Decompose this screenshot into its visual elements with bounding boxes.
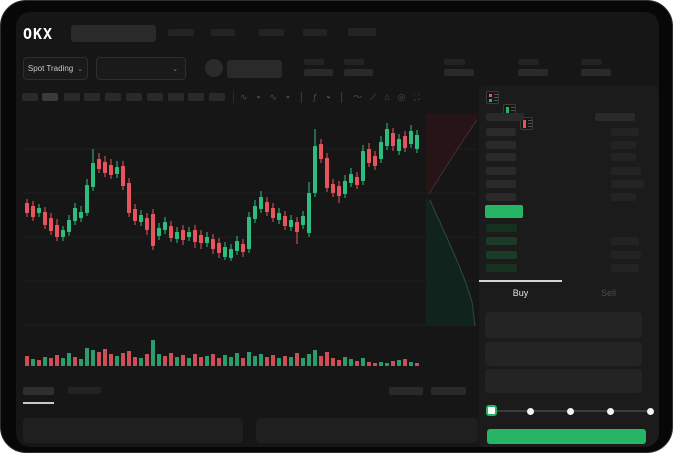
slider-handle[interactable] [486, 405, 497, 416]
timeframe-button[interactable] [147, 93, 163, 101]
orderbook-mode-both-icon[interactable] [486, 91, 499, 104]
ask-amount-skeleton [611, 167, 641, 175]
chevron-down-icon[interactable]: ⌄ [255, 93, 262, 100]
nav-item-skeleton[interactable] [259, 29, 284, 36]
stat-label-skeleton [304, 59, 324, 65]
price-chart-svg[interactable] [21, 112, 479, 374]
ask-price-skeleton[interactable] [486, 167, 516, 175]
candle-type-icon[interactable]: ∿ [240, 92, 248, 102]
coin-avatar [205, 59, 223, 77]
chevron-down-icon: ⌄ [172, 65, 178, 73]
market-type-selector[interactable]: Spot Trading ⌄ [23, 57, 88, 80]
price-input[interactable] [485, 312, 642, 338]
ask-price-skeleton[interactable] [486, 180, 516, 188]
timeframe-button[interactable] [209, 93, 225, 101]
search-input[interactable] [71, 25, 156, 42]
overlay-icon[interactable]: 〜 [352, 92, 362, 102]
timeframe-button[interactable] [22, 93, 38, 101]
stat-value-skeleton [518, 69, 548, 76]
slider-step-dot[interactable] [647, 408, 654, 415]
slider-step-dot[interactable] [527, 408, 534, 415]
bid-price-skeleton[interactable] [486, 251, 517, 259]
ask-amount-skeleton [611, 153, 636, 161]
stat-value-skeleton [344, 69, 373, 76]
stat-label-skeleton [344, 59, 364, 65]
buy-submit-button[interactable] [487, 429, 646, 444]
nav-item-skeleton[interactable] [348, 28, 376, 36]
ask-amount-skeleton [611, 193, 636, 201]
ask-amount-skeleton [611, 180, 644, 188]
timeframe-button[interactable] [105, 93, 121, 101]
orderbook-header-price [486, 113, 524, 121]
bottom-tab[interactable] [68, 387, 101, 394]
chevron-down-icon[interactable]: ⌄ [325, 93, 332, 100]
bid-amount-skeleton [611, 237, 639, 245]
bottom-tab-underline [23, 402, 54, 404]
app-screen: OKX Spot Trading ⌄ ⌄ [16, 12, 659, 447]
stat-label-skeleton [444, 59, 465, 65]
bottom-action-skeleton[interactable] [389, 387, 423, 395]
tab-sell[interactable]: Sell [600, 288, 616, 298]
bottom-action-skeleton[interactable] [431, 387, 466, 395]
bid-price-skeleton[interactable] [486, 224, 517, 232]
toolbar-divider: │ [339, 92, 345, 102]
toolbar-divider: │ [298, 92, 305, 102]
stat-value-skeleton [581, 69, 611, 76]
stat-value-skeleton [444, 69, 474, 76]
pair-selector[interactable]: ⌄ [96, 57, 186, 80]
snapshot-icon[interactable]: ⌂ [384, 92, 390, 102]
bottom-tab-active[interactable] [23, 387, 54, 395]
timeframe-button[interactable] [84, 93, 100, 101]
last-price-badge [485, 205, 523, 218]
price-skeleton [227, 60, 282, 78]
stat-value-skeleton [304, 69, 333, 76]
orderbook-header-amount [595, 113, 635, 121]
nav-item-skeleton[interactable] [303, 29, 327, 36]
timeframe-button[interactable] [168, 93, 184, 101]
timeframe-button[interactable] [126, 93, 142, 101]
stat-label-skeleton [581, 59, 602, 65]
ask-price-skeleton[interactable] [486, 141, 516, 149]
chevron-down-icon: ⌄ [77, 65, 84, 73]
line-type-icon[interactable]: ∿ [269, 92, 277, 102]
tab-buy[interactable]: Buy [512, 288, 529, 298]
slider-step-dot[interactable] [567, 408, 574, 415]
fullscreen-icon[interactable]: ⛶ [413, 92, 420, 102]
chevron-down-icon[interactable]: ⌄ [284, 93, 291, 100]
indicators-icon[interactable]: ƒ [312, 92, 318, 102]
okx-logo: OKX [23, 25, 54, 43]
ask-price-skeleton[interactable] [486, 193, 516, 201]
draw-tool-icon[interactable]: ⟋ [370, 92, 377, 102]
ask-price-skeleton[interactable] [486, 128, 516, 136]
bid-price-skeleton[interactable] [486, 237, 517, 245]
nav-item-skeleton[interactable] [211, 29, 235, 36]
toolbar-divider [233, 91, 234, 103]
nav-item-skeleton[interactable] [168, 29, 194, 36]
timeframe-button[interactable] [64, 93, 80, 101]
bid-price-skeleton[interactable] [486, 264, 517, 272]
chart-toolbar-icons: ∿ ⌄ ∿ ⌄ │ ƒ ⌄ │ 〜 ⟋ ⌂ ◎ ⛶ [240, 91, 420, 103]
amount-input[interactable] [485, 342, 642, 366]
total-input[interactable] [485, 369, 642, 393]
timeframe-button-active[interactable] [42, 93, 58, 101]
settings-icon[interactable]: ◎ [397, 92, 406, 102]
history-table-panel [256, 418, 478, 443]
ask-amount-skeleton [611, 128, 639, 136]
timeframe-button[interactable] [188, 93, 204, 101]
ask-amount-skeleton [611, 141, 636, 149]
bid-amount-skeleton [611, 251, 641, 259]
orders-table-panel [23, 418, 243, 443]
active-tab-indicator [479, 280, 562, 282]
stat-label-skeleton [518, 59, 539, 65]
bid-amount-skeleton [611, 264, 639, 272]
slider-step-dot[interactable] [607, 408, 614, 415]
market-type-label: Spot Trading [27, 64, 74, 73]
ask-price-skeleton[interactable] [486, 153, 516, 161]
